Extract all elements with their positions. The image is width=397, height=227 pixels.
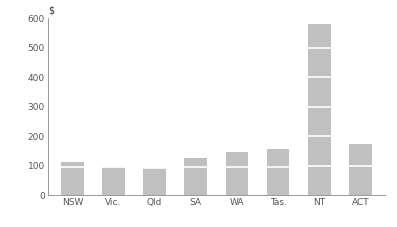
Bar	[267, 167, 289, 195]
Bar	[225, 153, 248, 167]
Bar	[308, 107, 331, 136]
Bar	[185, 167, 207, 195]
Bar	[267, 149, 289, 167]
Bar	[225, 167, 248, 195]
Bar	[61, 162, 84, 167]
Bar	[308, 48, 331, 77]
Bar	[349, 166, 372, 195]
Bar	[308, 77, 331, 107]
Bar	[308, 24, 331, 48]
Bar	[102, 167, 125, 195]
Bar	[308, 136, 331, 166]
Bar	[61, 167, 84, 195]
Bar	[143, 168, 166, 195]
Text: $: $	[49, 5, 55, 15]
Bar	[185, 158, 207, 167]
Bar	[349, 144, 372, 166]
Bar	[308, 166, 331, 195]
